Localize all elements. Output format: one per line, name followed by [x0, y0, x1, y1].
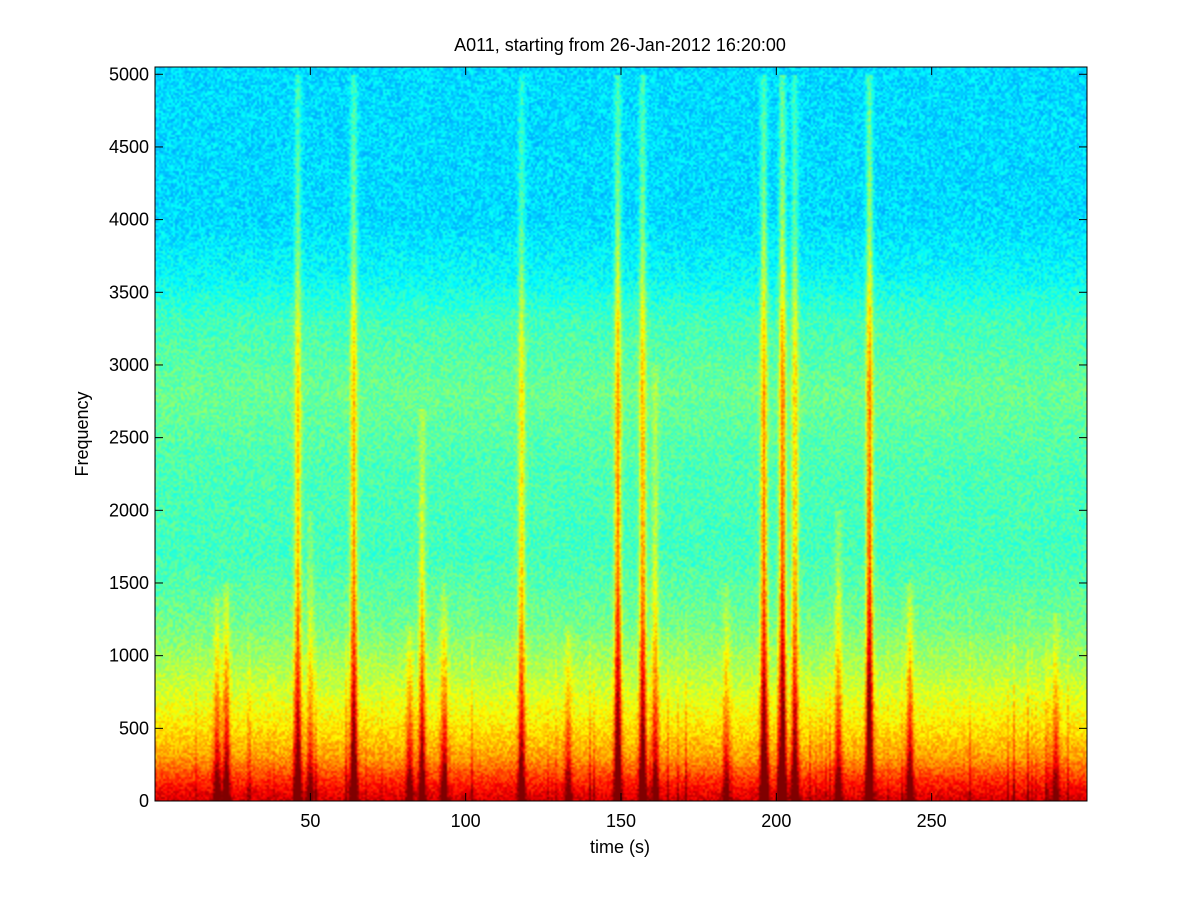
x-axis-ticks: 50 100 150 200 250: [300, 67, 947, 831]
x-tick-label: 250: [917, 811, 947, 831]
y-tick-label: 500: [119, 718, 149, 738]
y-tick-label: 5000: [109, 64, 149, 84]
y-tick-label: 2500: [109, 428, 149, 448]
x-tick-label: 50: [300, 811, 320, 831]
y-axis-ticks: 0 500 1000 1500 2000 2500 3000 3500 4000 4500 5000: [109, 64, 1087, 811]
y-tick-label: 2000: [109, 500, 149, 520]
chart-title: A011, starting from 26-Jan-2012 16:20:00: [454, 35, 786, 55]
y-tick-label: 3000: [109, 355, 149, 375]
y-tick-label: 4500: [109, 137, 149, 157]
x-axis-label: time (s): [590, 837, 650, 857]
spectrogram-heatmap: [155, 67, 1087, 801]
x-tick-label: 200: [761, 811, 791, 831]
x-tick-label: 150: [606, 811, 636, 831]
y-tick-label: 4000: [109, 210, 149, 230]
y-tick-label: 1500: [109, 573, 149, 593]
y-axis-label: Frequency: [72, 391, 92, 476]
y-tick-label: 3500: [109, 282, 149, 302]
y-tick-label: 0: [139, 791, 149, 811]
x-tick-label: 100: [451, 811, 481, 831]
y-tick-label: 1000: [109, 646, 149, 666]
